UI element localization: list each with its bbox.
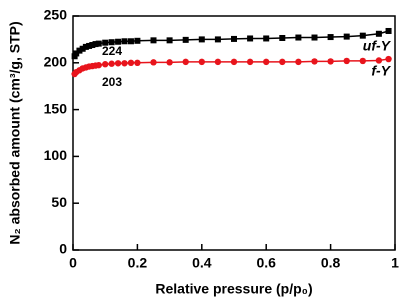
marker (311, 34, 318, 41)
annotation: 224 (102, 44, 122, 58)
marker (231, 35, 237, 42)
marker (108, 39, 115, 46)
x-tick-label: 1 (391, 255, 399, 271)
y-tick-label: 50 (51, 194, 67, 210)
marker (76, 47, 83, 54)
x-tick-label: 0.8 (321, 255, 341, 271)
plot-frame (72, 15, 396, 251)
marker (295, 58, 302, 66)
marker (121, 60, 128, 67)
marker (214, 36, 221, 43)
y-tick-label: 200 (44, 54, 68, 70)
series-label: uf-Y (363, 38, 392, 54)
annotation: 203 (102, 75, 122, 89)
marker (295, 34, 302, 41)
marker (343, 33, 350, 40)
x-tick-label: 0.6 (256, 255, 276, 271)
marker (375, 57, 383, 64)
marker (82, 43, 89, 50)
marker (127, 38, 134, 45)
marker (198, 58, 205, 66)
marker (246, 58, 254, 66)
marker (198, 36, 205, 43)
marker (150, 37, 157, 44)
marker (359, 32, 366, 39)
marker (230, 58, 238, 66)
marker (327, 58, 334, 65)
marker (89, 42, 96, 49)
y-tick-label: 250 (44, 7, 68, 23)
marker (95, 40, 102, 47)
marker (327, 34, 334, 41)
marker (214, 58, 222, 66)
y-tick-label: 0 (59, 241, 67, 257)
marker (247, 35, 254, 42)
marker (182, 36, 189, 43)
marker (359, 57, 366, 65)
marker (375, 30, 382, 37)
marker (73, 50, 80, 57)
marker (263, 58, 270, 66)
y-tick-label: 150 (44, 100, 68, 116)
marker (115, 38, 122, 45)
y-tick-label: 100 (44, 147, 68, 163)
x-tick-label: 0 (69, 255, 77, 271)
x-tick-label: 0.4 (192, 255, 212, 271)
marker (263, 35, 270, 42)
series-label: f-Y (371, 63, 391, 79)
marker (279, 34, 286, 41)
x-tick-label: 0.2 (128, 255, 148, 271)
marker (92, 41, 99, 48)
marker (166, 59, 173, 66)
x-axis-label: Relative pressure (p/p₀) (155, 281, 312, 297)
marker (127, 59, 135, 66)
marker (279, 58, 286, 66)
marker (166, 37, 173, 44)
marker (102, 61, 109, 68)
marker (114, 60, 122, 67)
y-axis-label: N₂ absorbed amount (cm³/g, STP) (7, 21, 23, 244)
marker (134, 59, 141, 66)
marker (182, 58, 189, 66)
marker (121, 38, 128, 45)
marker (385, 27, 392, 34)
marker (86, 42, 93, 49)
marker (95, 61, 102, 69)
marker (343, 57, 350, 65)
marker (311, 58, 318, 65)
marker (385, 55, 392, 63)
marker (108, 60, 115, 67)
marker (102, 39, 109, 46)
marker (150, 59, 157, 66)
marker (134, 37, 141, 44)
marker (79, 45, 86, 52)
